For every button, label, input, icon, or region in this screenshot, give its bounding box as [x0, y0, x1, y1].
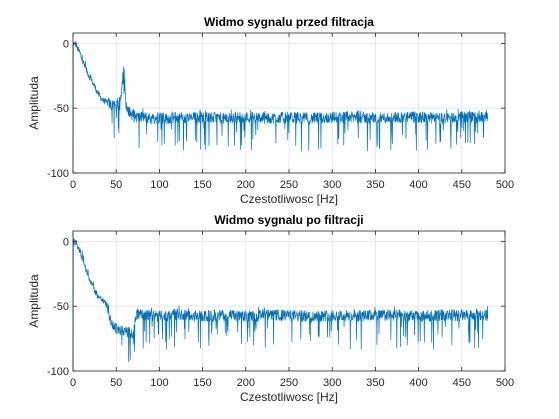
- series-line: [72, 41, 489, 174]
- x-tick-label: 50: [110, 377, 122, 389]
- x-tick-label: 350: [366, 377, 384, 389]
- chart-panel-2: 0 50 100 150 200 250 300 350 400 450 500 0 -50 -100 Wi…: [27, 213, 514, 404]
- x-tick-label: 50: [110, 179, 122, 191]
- y-tick-label: 0: [63, 236, 69, 248]
- x-tick-label: 300: [323, 179, 341, 191]
- x-tick-label: 350: [366, 179, 384, 191]
- x-tick-label: 200: [237, 377, 255, 389]
- x-tick-label: 500: [496, 179, 514, 191]
- y-tick-label: -50: [53, 103, 69, 115]
- x-tick-label: 150: [193, 377, 211, 389]
- y-tick-label: -100: [47, 366, 69, 378]
- x-tick-label: 250: [280, 179, 298, 191]
- chart-title: Widmo sygnalu przed filtracja: [204, 15, 374, 29]
- x-tick-label: 450: [453, 377, 471, 389]
- x-axis-label: Czestotliwosc [Hz]: [240, 192, 338, 206]
- chart-title: Widmo sygnalu po filtracji: [214, 213, 363, 227]
- x-tick-label: 100: [150, 179, 168, 191]
- chart-panel-1: 0 50 100 150 200 250 300 350 400 450 500 0 -50 -100 Wi…: [27, 15, 514, 206]
- x-tick-label: 250: [280, 377, 298, 389]
- y-axis-label: Amplituda: [27, 76, 41, 130]
- x-tick-label: 400: [409, 377, 427, 389]
- x-tick-label: 450: [453, 179, 471, 191]
- x-tick-label: 100: [150, 377, 168, 389]
- x-tick-label: 0: [70, 179, 76, 191]
- y-tick-label: 0: [63, 38, 69, 50]
- y-tick-label: -50: [53, 301, 69, 313]
- x-tick-label: 0: [70, 377, 76, 389]
- x-axis-label: Czestotliwosc [Hz]: [240, 390, 338, 404]
- y-axis-label: Amplituda: [27, 274, 41, 328]
- x-tick-label: 500: [496, 377, 514, 389]
- x-tick-label: 400: [409, 179, 427, 191]
- x-tick-label: 150: [193, 179, 211, 191]
- x-tick-label: 200: [237, 179, 255, 191]
- y-tick-label: -100: [47, 168, 69, 180]
- series-line: [72, 238, 489, 372]
- x-tick-label: 300: [323, 377, 341, 389]
